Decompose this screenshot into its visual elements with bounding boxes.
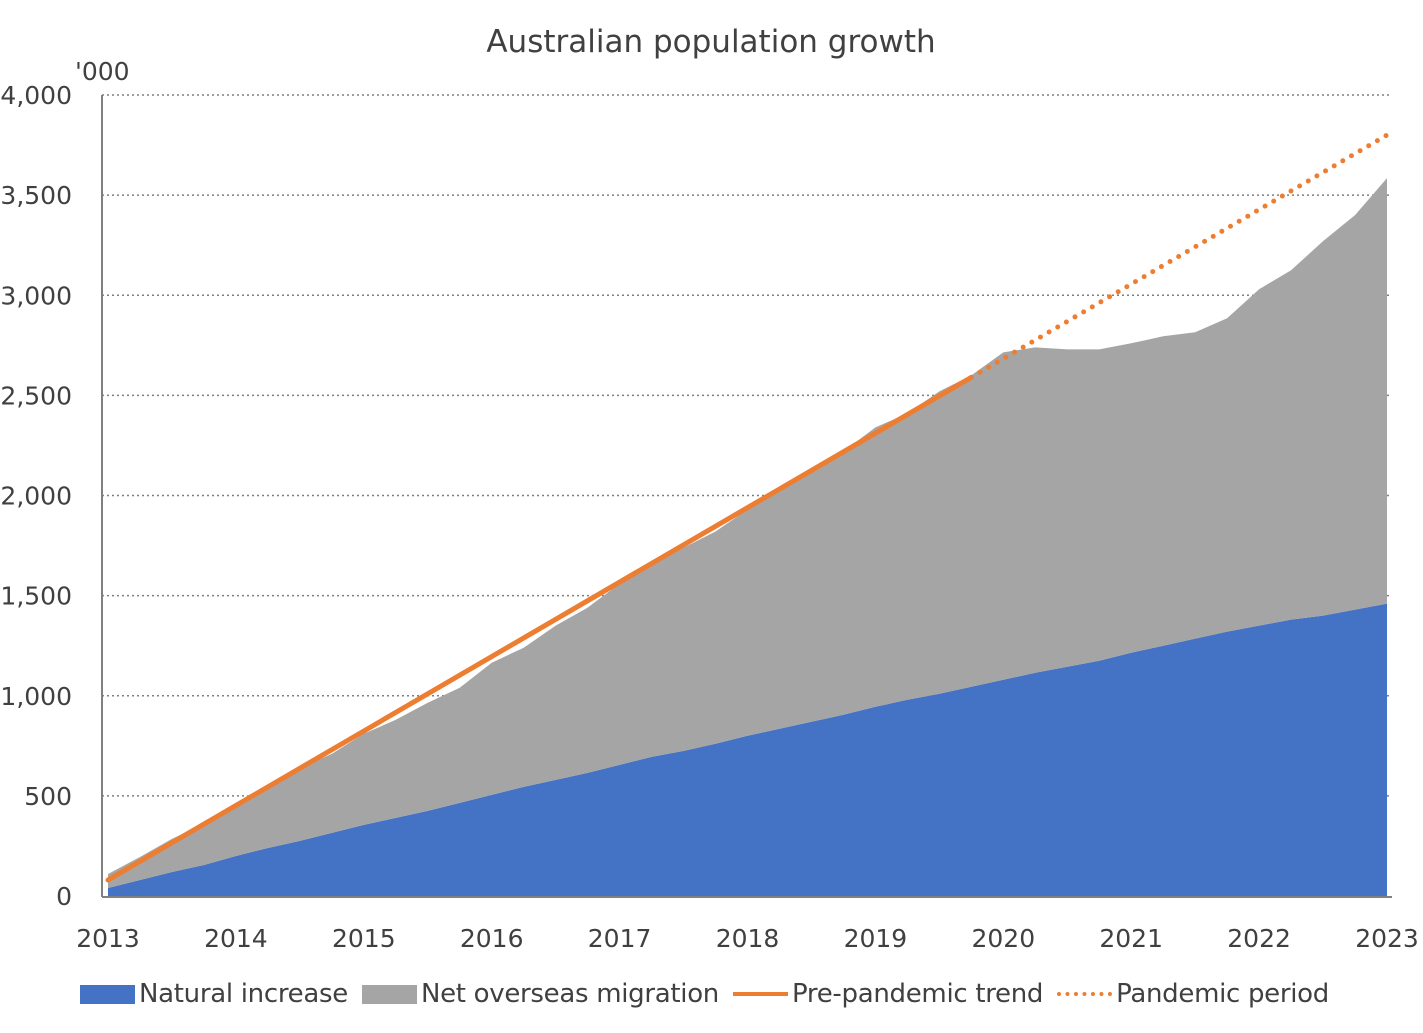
area-natural-increase [108,603,1387,896]
legend-item-natural-increase[interactable]: Natural increase [79,979,348,1009]
area-series [108,178,1387,896]
x-tick-label: 2022 [1227,924,1291,953]
legend-item-pre-pandemic-trend[interactable]: Pre-pandemic trend [733,979,1043,1009]
legend-item-pandemic-period[interactable]: Pandemic period [1057,979,1329,1009]
x-tick-label: 2021 [1099,924,1163,953]
y-tick-label: 0 [56,882,72,911]
legend-swatch-net-overseas-migration [361,984,417,1004]
x-tick-label: 2016 [460,924,524,953]
y-tick-label: 2,500 [0,381,72,410]
line-pandemic-period [968,132,1390,380]
x-axis-ticks: 2013 2014 2015 2016 2017 2018 2019 2020 2021 2022… [76,924,1419,953]
y-tick-label: 2,000 [0,482,72,511]
x-tick-label: 2013 [76,924,140,953]
legend-item-net-overseas-migration[interactable]: Net overseas migration [361,979,719,1009]
line-pre-pandemic-trend [105,374,974,883]
legend-label: Pre-pandemic trend [792,979,1044,1009]
x-tick-label: 2020 [971,924,1035,953]
y-axis-unit-label: '000 [75,57,130,86]
legend-label: Natural increase [138,979,348,1009]
legend-swatch-pre-pandemic-trend [733,992,788,996]
y-tick-label: 4,000 [0,81,72,110]
legend-swatch-natural-increase [79,984,135,1004]
chart-title: Australian population growth [486,24,935,60]
area-net-overseas-migration [108,178,1387,888]
y-tick-label: 500 [24,782,72,811]
x-tick-label: 2015 [332,924,396,953]
y-tick-label: 1,500 [0,582,72,611]
y-tick-label: 3,500 [0,181,72,210]
axes [101,95,1392,898]
y-axis-ticks: 0 500 1,000 1,500 2,000 2,500 3,000 3,500 4,000 [0,81,72,911]
legend-label: Net overseas migration [420,979,719,1009]
x-tick-label: 2023 [1355,924,1419,953]
x-tick-label: 2018 [716,924,780,953]
legend-swatch-pandemic-period [1057,992,1113,996]
y-tick-label: 1,000 [0,682,72,711]
legend-label: Pandemic period [1116,979,1329,1009]
x-tick-label: 2017 [588,924,652,953]
line-series [105,132,1390,883]
legend: Natural increase Net overseas migration … [0,972,1423,1016]
y-tick-label: 3,000 [0,281,72,310]
x-tick-label: 2014 [204,924,268,953]
x-tick-label: 2019 [844,924,908,953]
